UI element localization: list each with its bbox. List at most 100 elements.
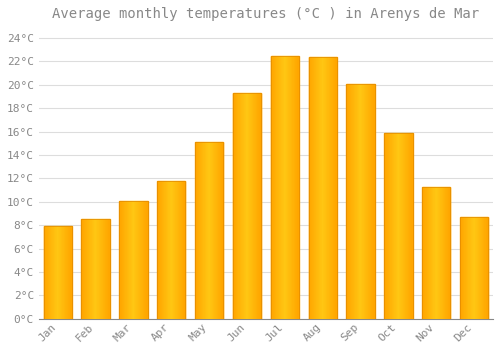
Bar <box>107 219 108 319</box>
Bar <box>204 142 205 319</box>
Bar <box>136 201 137 319</box>
Bar <box>132 201 133 319</box>
Bar <box>82 219 110 319</box>
Bar <box>476 217 477 319</box>
Bar <box>442 187 443 319</box>
Bar <box>257 93 258 319</box>
Bar <box>481 217 482 319</box>
Bar <box>487 217 488 319</box>
Bar <box>233 93 261 319</box>
Bar <box>181 181 182 319</box>
Bar <box>173 181 174 319</box>
Bar <box>298 56 299 319</box>
Bar <box>472 217 473 319</box>
Bar <box>480 217 481 319</box>
Bar <box>384 133 385 319</box>
Bar <box>437 187 438 319</box>
Bar <box>66 226 67 319</box>
Bar <box>165 181 166 319</box>
Bar <box>295 56 296 319</box>
Bar <box>208 142 209 319</box>
Bar <box>106 219 107 319</box>
Bar <box>325 57 326 319</box>
Bar <box>100 219 102 319</box>
Bar <box>144 201 145 319</box>
Bar <box>387 133 388 319</box>
Bar <box>398 133 399 319</box>
Bar <box>425 187 426 319</box>
Bar <box>247 93 248 319</box>
Bar <box>211 142 212 319</box>
Bar <box>166 181 167 319</box>
Bar <box>207 142 208 319</box>
Bar <box>172 181 173 319</box>
Bar <box>260 93 261 319</box>
Bar <box>392 133 394 319</box>
Bar <box>293 56 294 319</box>
Bar <box>147 201 148 319</box>
Bar <box>370 84 371 319</box>
Bar <box>121 201 122 319</box>
Bar <box>69 226 70 319</box>
Bar <box>157 181 186 319</box>
Bar <box>221 142 222 319</box>
Bar <box>296 56 297 319</box>
Bar <box>395 133 396 319</box>
Bar <box>318 57 320 319</box>
Bar <box>280 56 281 319</box>
Bar <box>365 84 366 319</box>
Bar <box>142 201 143 319</box>
Bar <box>329 57 330 319</box>
Bar <box>82 219 83 319</box>
Bar <box>63 226 64 319</box>
Bar <box>486 217 487 319</box>
Bar <box>52 226 53 319</box>
Bar <box>462 217 463 319</box>
Bar <box>354 84 355 319</box>
Bar <box>70 226 71 319</box>
Bar <box>130 201 131 319</box>
Bar <box>328 57 329 319</box>
Bar <box>438 187 439 319</box>
Bar <box>434 187 435 319</box>
Bar <box>244 93 246 319</box>
Bar <box>363 84 364 319</box>
Bar <box>372 84 373 319</box>
Bar <box>219 142 220 319</box>
Bar <box>362 84 363 319</box>
Bar <box>432 187 433 319</box>
Bar <box>478 217 479 319</box>
Bar <box>408 133 409 319</box>
Bar <box>184 181 185 319</box>
Bar <box>283 56 284 319</box>
Bar <box>470 217 472 319</box>
Bar <box>161 181 162 319</box>
Bar <box>317 57 318 319</box>
Bar <box>422 187 450 319</box>
Bar <box>364 84 365 319</box>
Bar <box>483 217 484 319</box>
Bar <box>64 226 65 319</box>
Bar <box>405 133 406 319</box>
Bar <box>182 181 183 319</box>
Bar <box>71 226 72 319</box>
Bar <box>466 217 468 319</box>
Bar <box>428 187 429 319</box>
Bar <box>399 133 400 319</box>
Bar <box>366 84 367 319</box>
Bar <box>290 56 291 319</box>
Bar <box>84 219 85 319</box>
Bar <box>68 226 69 319</box>
Bar <box>367 84 368 319</box>
Bar <box>368 84 369 319</box>
Bar <box>45 226 46 319</box>
Bar <box>119 201 148 319</box>
Bar <box>220 142 221 319</box>
Bar <box>463 217 464 319</box>
Bar <box>270 56 271 319</box>
Bar <box>58 226 59 319</box>
Bar <box>331 57 332 319</box>
Bar <box>96 219 98 319</box>
Bar <box>196 142 197 319</box>
Bar <box>313 57 314 319</box>
